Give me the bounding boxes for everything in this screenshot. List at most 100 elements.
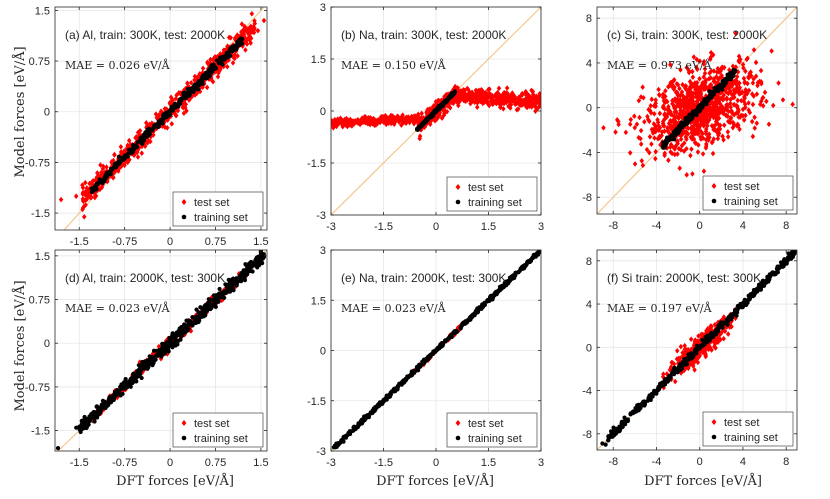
x-tick-label: 1.5 (481, 221, 496, 233)
test-point (87, 180, 92, 187)
test-point (749, 118, 755, 125)
panel-title: (c) Si, train: 300K, test: 2000K (607, 28, 767, 42)
test-point (112, 151, 117, 158)
test-point (653, 97, 658, 103)
test-point (685, 107, 691, 114)
test-point (698, 85, 703, 91)
test-point (718, 101, 723, 107)
training-point (141, 133, 146, 138)
legend-test-marker (711, 183, 717, 189)
training-point (150, 362, 155, 367)
test-point (210, 78, 216, 85)
test-point (698, 136, 704, 142)
test-point (486, 102, 492, 109)
test-point (436, 97, 442, 104)
test-point (653, 148, 658, 155)
test-point (751, 47, 757, 53)
training-point (111, 397, 116, 402)
test-point (137, 128, 143, 134)
test-point (627, 121, 633, 128)
test-point (135, 154, 141, 160)
training-point (695, 105, 701, 110)
test-point (378, 116, 384, 122)
test-point (365, 120, 370, 127)
test-point (169, 121, 175, 127)
training-point (95, 181, 100, 186)
test-point (133, 135, 138, 141)
test-point (81, 213, 87, 220)
training-point (96, 412, 101, 417)
x-tick-label: -1.5 (374, 221, 393, 233)
test-point (695, 93, 701, 100)
test-point (695, 149, 701, 155)
test-point (372, 122, 377, 129)
test-point (518, 102, 523, 108)
test-point (753, 73, 759, 80)
training-point (193, 315, 198, 320)
test-point (110, 174, 116, 181)
test-point (164, 124, 170, 131)
x-tick-label: 0 (167, 236, 173, 248)
test-point (104, 164, 109, 170)
test-point (697, 58, 703, 64)
test-point (693, 90, 698, 97)
test-point (688, 152, 693, 159)
training-point (193, 319, 198, 324)
training-point (99, 406, 104, 411)
test-point (758, 67, 764, 74)
test-point (653, 155, 658, 162)
training-point (219, 292, 224, 297)
test-point (228, 35, 233, 41)
training-point (92, 411, 97, 416)
test-point (672, 109, 677, 115)
training-point (661, 143, 667, 149)
test-point (472, 93, 478, 100)
test-point (225, 63, 230, 70)
test-point (153, 111, 159, 117)
test-point (669, 150, 675, 157)
test-point (461, 87, 466, 93)
test-point (750, 80, 756, 86)
test-point (628, 116, 634, 123)
test-point (753, 59, 759, 66)
test-point (736, 114, 741, 120)
test-point (411, 120, 417, 127)
test-point (642, 119, 647, 125)
test-point (331, 118, 335, 124)
test-point (695, 131, 701, 137)
test-point (245, 30, 251, 37)
test-point (714, 100, 720, 107)
test-point (696, 142, 701, 148)
training-point (255, 265, 260, 270)
test-point (714, 110, 719, 116)
test-point (445, 91, 451, 98)
y-tick-label: -0.75 (25, 157, 50, 169)
test-point (676, 145, 682, 152)
test-point (493, 91, 498, 98)
test-point (684, 64, 689, 71)
test-point (741, 117, 747, 123)
test-point (677, 104, 683, 111)
test-point (417, 117, 422, 124)
test-point (734, 82, 740, 88)
training-point (712, 90, 717, 95)
test-point (667, 144, 673, 150)
test-point (389, 115, 394, 121)
training-point (137, 139, 142, 144)
test-point (80, 206, 85, 213)
test-point (689, 81, 695, 87)
training-point (104, 170, 109, 175)
test-point (496, 100, 502, 107)
test-point (700, 112, 705, 119)
legend-box (702, 175, 794, 211)
test-point (673, 144, 678, 150)
test-point (721, 137, 726, 143)
x-tick-label: 4 (740, 220, 746, 232)
training-point (700, 101, 705, 106)
test-point (750, 101, 756, 108)
test-point (382, 117, 387, 124)
test-point (668, 122, 673, 129)
training-point (196, 310, 201, 315)
test-point (80, 189, 86, 196)
training-point (149, 128, 154, 133)
